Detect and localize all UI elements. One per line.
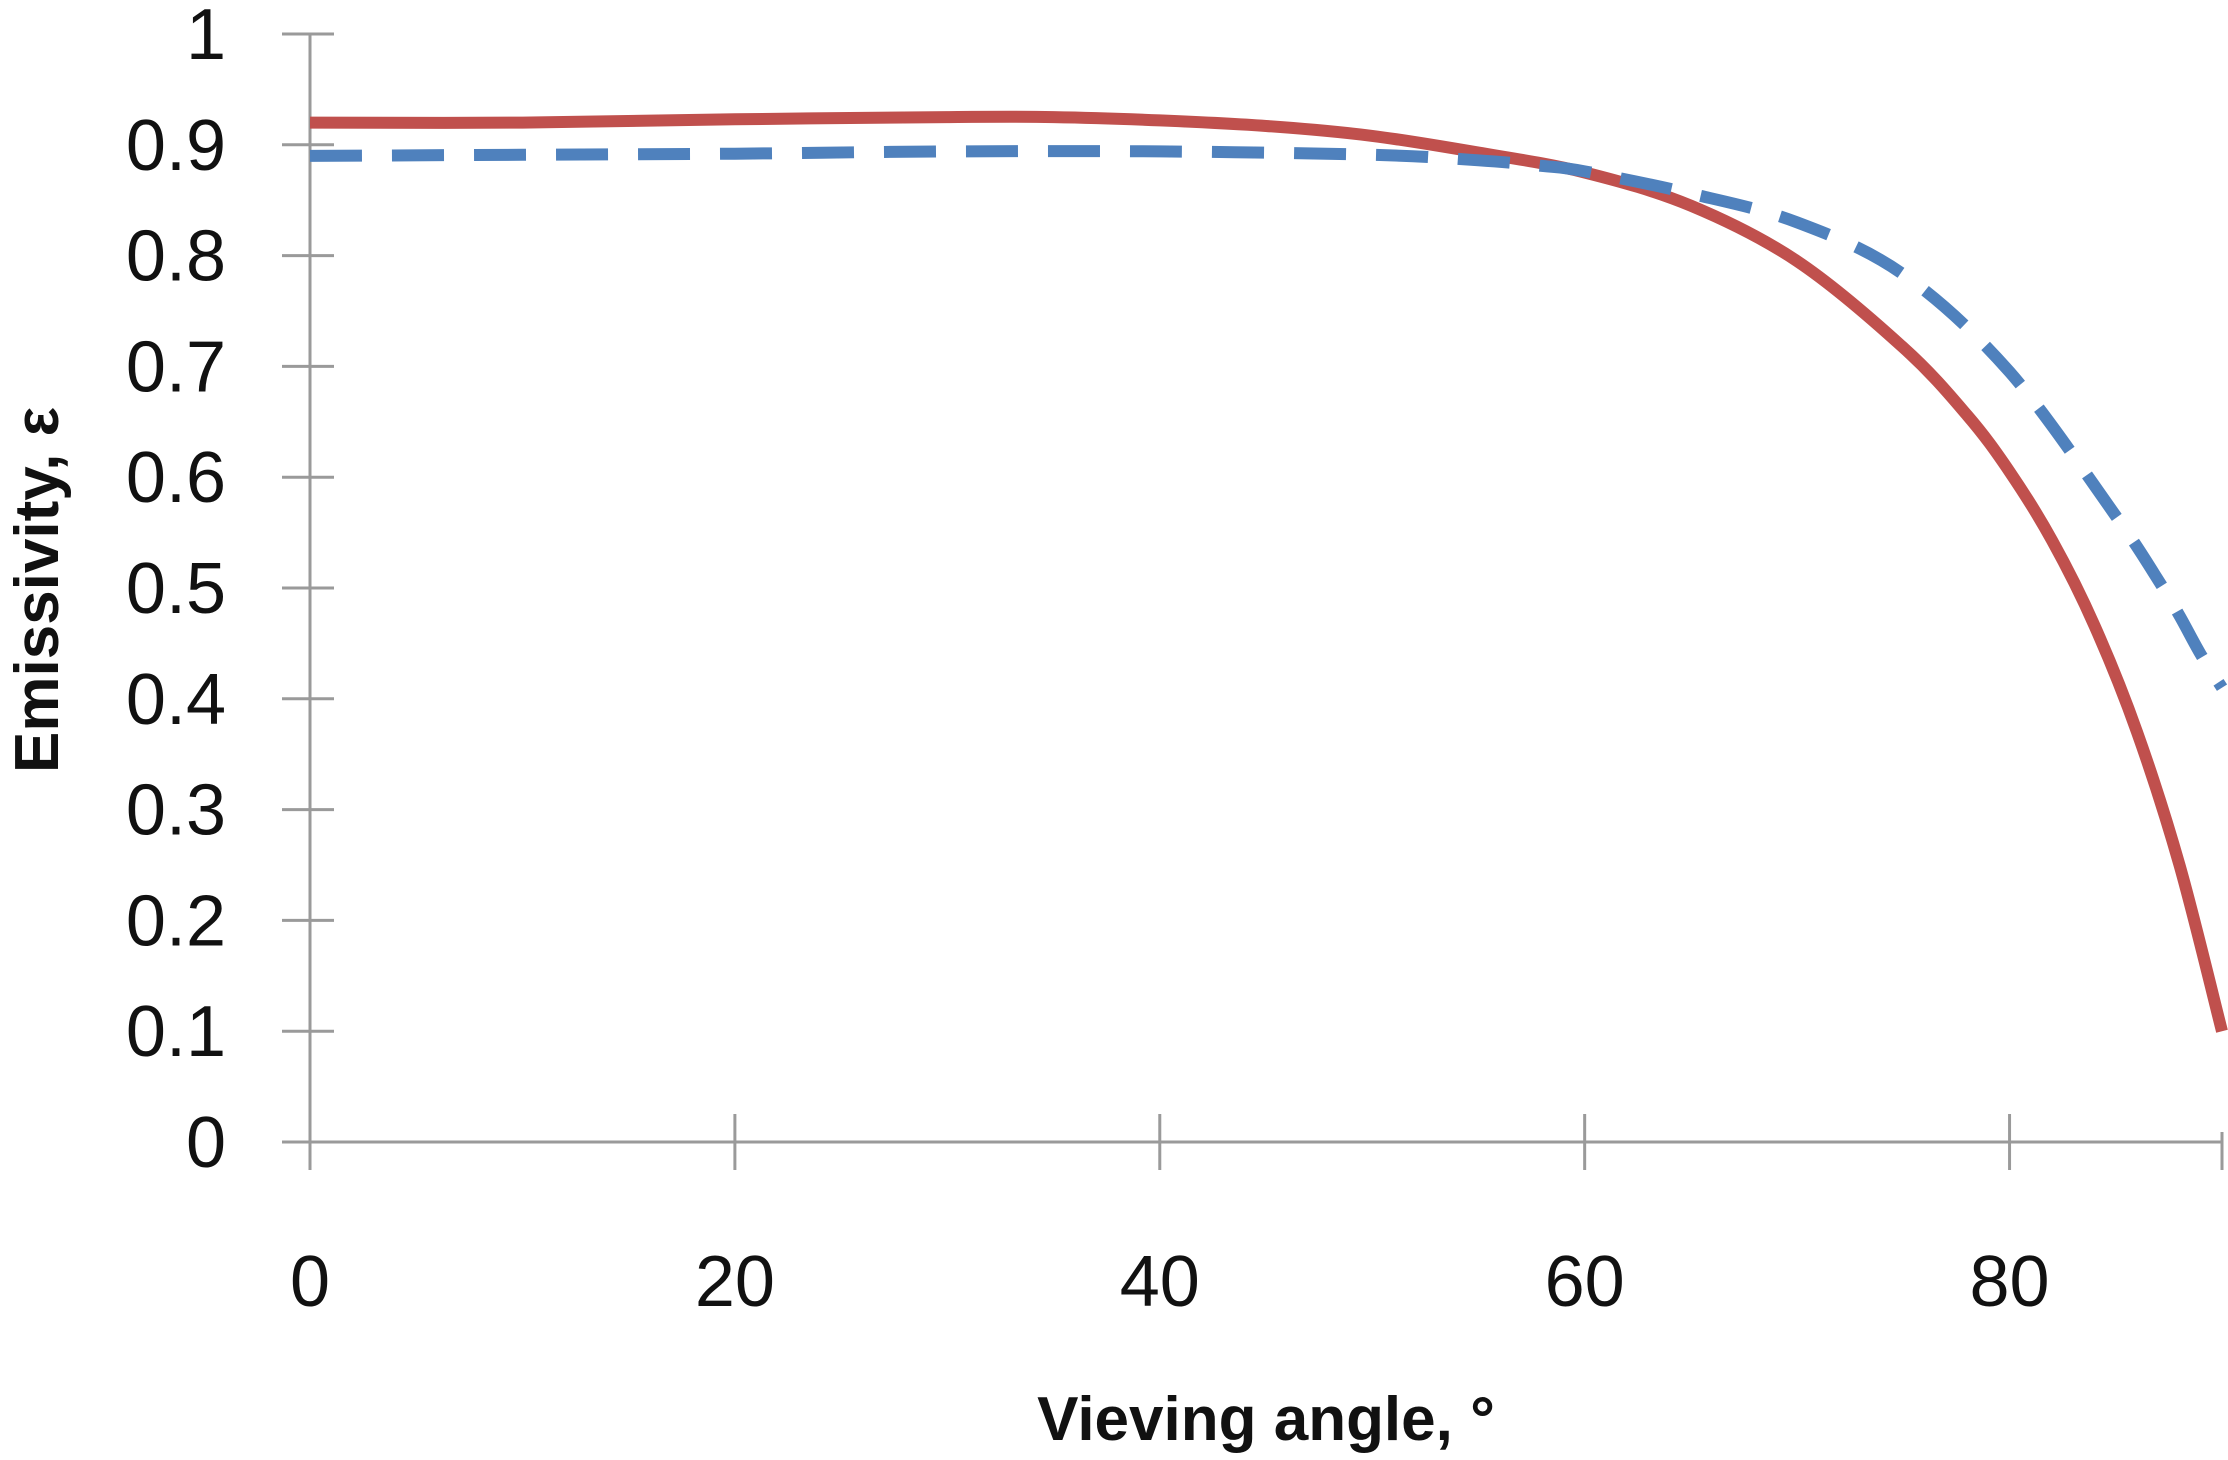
y-tick-label: 0.3 <box>126 771 226 851</box>
blue-dashed-series-line <box>309 145 2228 691</box>
x-tick-label: 0 <box>290 1242 330 1322</box>
x-axis-title: Vieving angle, ° <box>1037 1385 1495 1454</box>
x-tick-label: 40 <box>1120 1242 1200 1322</box>
tick-marks <box>282 32 2224 1170</box>
y-tick-label: 0.4 <box>126 660 226 740</box>
y-tick-label: 0 <box>186 1103 226 1183</box>
tick-labels: 0 0.1 0.2 0.3 0.4 0.5 0.6 0.7 0.8 0.9 1 0 20 40 60 80 <box>126 0 2050 1322</box>
y-tick-label: 0.8 <box>126 217 226 297</box>
x-tick-label: 80 <box>1970 1242 2050 1322</box>
y-axis-title: Emissivity, ε <box>3 407 72 773</box>
axes <box>308 34 2222 1170</box>
y-tick-label: 0.2 <box>126 881 226 961</box>
red-solid-series-line <box>309 110 2228 1033</box>
x-tick-label: 20 <box>695 1242 775 1322</box>
x-tick-label: 60 <box>1545 1242 1625 1322</box>
y-tick-label: 0.6 <box>126 438 226 518</box>
y-tick-label: 0.5 <box>126 549 226 629</box>
y-tick-label: 0.7 <box>126 327 226 407</box>
y-tick-label: 0.9 <box>126 106 226 186</box>
y-tick-label: 0.1 <box>126 992 226 1072</box>
y-tick-label: 1 <box>186 0 226 75</box>
data-series <box>309 110 2228 1033</box>
